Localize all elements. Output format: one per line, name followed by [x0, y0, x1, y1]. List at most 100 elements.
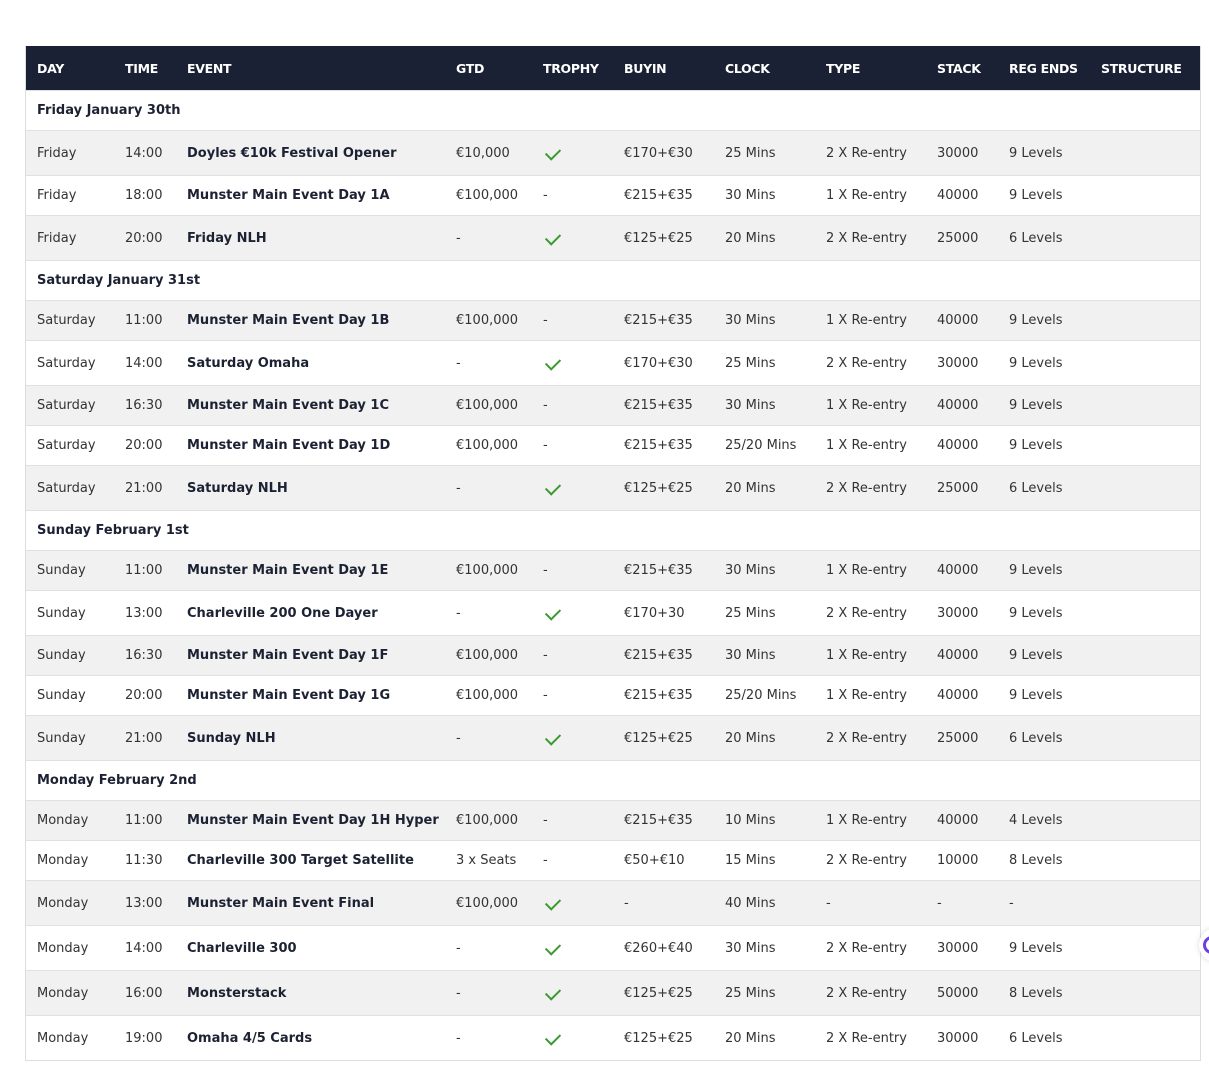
- cell-buyin: €215+€35: [613, 300, 714, 341]
- cell-day: Monday: [26, 840, 114, 881]
- cell-reg-ends: 9 Levels: [998, 300, 1090, 341]
- cell-trophy: -: [532, 675, 613, 716]
- cell-structure: [1090, 800, 1200, 841]
- cell-gtd: €100,000: [445, 425, 532, 466]
- cell-stack: 50000: [926, 970, 998, 1016]
- cell-structure: [1090, 425, 1200, 466]
- cell-type: 1 X Re-entry: [815, 800, 926, 841]
- table-row: Sunday 13:00 Charleville 200 One Dayer - €17…: [26, 590, 1200, 636]
- cell-time: 13:00: [114, 590, 176, 636]
- cell-reg-ends: 9 Levels: [998, 590, 1090, 636]
- cell-event: Omaha 4/5 Cards: [176, 1015, 445, 1060]
- cell-stack: 40000: [926, 175, 998, 216]
- checkmark-icon: [544, 143, 562, 161]
- cell-time: 16:30: [114, 385, 176, 426]
- column-header-event: EVENT: [176, 46, 445, 91]
- cell-type: 2 X Re-entry: [815, 215, 926, 261]
- cell-stack: 40000: [926, 675, 998, 716]
- cell-day: Friday: [26, 175, 114, 216]
- cell-day: Saturday: [26, 300, 114, 341]
- cell-trophy: [532, 715, 613, 761]
- date-group-header: Sunday February 1st: [26, 510, 1200, 551]
- cell-time: 20:00: [114, 425, 176, 466]
- cell-time: 13:00: [114, 880, 176, 926]
- cell-structure: [1090, 635, 1200, 676]
- cell-structure: [1090, 175, 1200, 216]
- column-header-trophy: TROPHY: [532, 46, 613, 91]
- cell-type: -: [815, 880, 926, 926]
- cell-day: Saturday: [26, 340, 114, 386]
- cell-buyin: €125+€25: [613, 215, 714, 261]
- cell-gtd: 3 x Seats: [445, 840, 532, 881]
- cell-stack: 40000: [926, 425, 998, 466]
- cell-structure: [1090, 675, 1200, 716]
- cell-gtd: -: [445, 1015, 532, 1060]
- cell-gtd: -: [445, 970, 532, 1016]
- table-row: Saturday 14:00 Saturday Omaha - €170+€30 25 M…: [26, 340, 1200, 386]
- cell-reg-ends: 9 Levels: [998, 340, 1090, 386]
- cell-stack: 25000: [926, 715, 998, 761]
- cell-event: Munster Main Event Day 1H Hyper: [176, 800, 445, 841]
- cell-trophy: [532, 1015, 613, 1060]
- cell-gtd: -: [445, 715, 532, 761]
- cell-structure: [1090, 840, 1200, 881]
- cell-gtd: €100,000: [445, 550, 532, 591]
- cell-trophy: [532, 970, 613, 1016]
- cell-clock: 25 Mins: [714, 590, 815, 636]
- cell-reg-ends: 8 Levels: [998, 970, 1090, 1016]
- column-header-day: DAY: [26, 46, 114, 91]
- cell-clock: 30 Mins: [714, 925, 815, 971]
- cell-event: Charleville 200 One Dayer: [176, 590, 445, 636]
- column-header-structure: STRUCTURE: [1090, 46, 1200, 91]
- cell-type: 1 X Re-entry: [815, 425, 926, 466]
- cell-event: Saturday NLH: [176, 465, 445, 511]
- checkmark-icon: [544, 938, 562, 956]
- cell-type: 1 X Re-entry: [815, 385, 926, 426]
- column-header-time: TIME: [114, 46, 176, 91]
- cell-buyin: €215+€35: [613, 800, 714, 841]
- cell-day: Sunday: [26, 590, 114, 636]
- cell-stack: 30000: [926, 1015, 998, 1060]
- cell-day: Monday: [26, 970, 114, 1016]
- table-row: Sunday 11:00 Munster Main Event Day 1E €100…: [26, 550, 1200, 591]
- cell-type: 2 X Re-entry: [815, 1015, 926, 1060]
- cell-clock: 25/20 Mins: [714, 675, 815, 716]
- cell-structure: [1090, 340, 1200, 386]
- cell-type: 1 X Re-entry: [815, 550, 926, 591]
- cell-stack: 10000: [926, 840, 998, 881]
- cell-time: 21:00: [114, 465, 176, 511]
- cell-type: 2 X Re-entry: [815, 925, 926, 971]
- cell-trophy: -: [532, 635, 613, 676]
- column-header-type: TYPE: [815, 46, 926, 91]
- cell-event: Munster Main Event Day 1E: [176, 550, 445, 591]
- cell-event: Charleville 300: [176, 925, 445, 971]
- cell-structure: [1090, 925, 1200, 971]
- checkmark-icon: [544, 228, 562, 246]
- cell-type: 2 X Re-entry: [815, 465, 926, 511]
- cell-trophy: -: [532, 425, 613, 466]
- cell-event: Monsterstack: [176, 970, 445, 1016]
- cell-clock: 30 Mins: [714, 175, 815, 216]
- cell-buyin: €125+€25: [613, 715, 714, 761]
- column-header-reg-ends: REG ENDS: [998, 46, 1090, 91]
- cell-stack: 30000: [926, 130, 998, 176]
- cell-buyin: €215+€35: [613, 175, 714, 216]
- cell-structure: [1090, 385, 1200, 426]
- cell-structure: [1090, 880, 1200, 926]
- cell-time: 19:00: [114, 1015, 176, 1060]
- cell-gtd: €100,000: [445, 385, 532, 426]
- table-row: Monday 11:00 Munster Main Event Day 1H Hyp…: [26, 800, 1200, 841]
- cell-day: Monday: [26, 925, 114, 971]
- chat-widget-button[interactable]: [1199, 928, 1209, 962]
- cell-reg-ends: 6 Levels: [998, 465, 1090, 511]
- cell-reg-ends: 9 Levels: [998, 175, 1090, 216]
- cell-type: 2 X Re-entry: [815, 590, 926, 636]
- table-row: Friday 18:00 Munster Main Event Day 1A €100…: [26, 175, 1200, 216]
- cell-gtd: -: [445, 465, 532, 511]
- cell-reg-ends: 9 Levels: [998, 675, 1090, 716]
- cell-type: 2 X Re-entry: [815, 340, 926, 386]
- cell-event: Munster Main Event Day 1B: [176, 300, 445, 341]
- column-header-buyin: BUYIN: [613, 46, 714, 91]
- cell-day: Friday: [26, 130, 114, 176]
- cell-stack: 40000: [926, 800, 998, 841]
